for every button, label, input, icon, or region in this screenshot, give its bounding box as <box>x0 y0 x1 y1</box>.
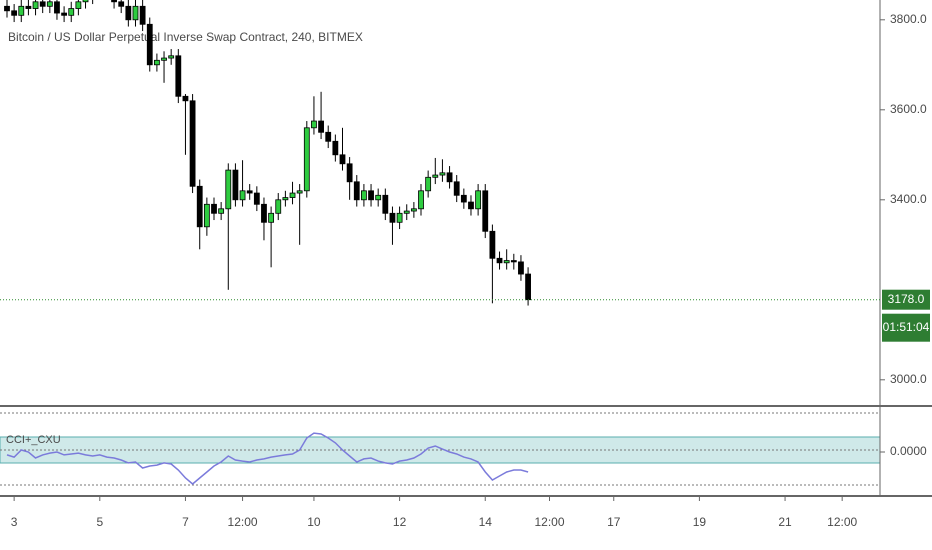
candle-body <box>75 1 82 9</box>
indicator-name: CCI+_CXU <box>6 434 61 446</box>
candle-body <box>25 5 32 9</box>
candle-body <box>61 12 68 16</box>
candle-body <box>11 10 18 16</box>
candle-body <box>232 169 239 201</box>
y-tick-label: 3800.0 <box>890 12 927 26</box>
candle-body <box>289 192 296 198</box>
candle-body <box>111 0 117 3</box>
candle-body <box>339 154 346 165</box>
candle-body <box>432 174 439 178</box>
candle-body <box>382 194 389 214</box>
x-tick-label: 3 <box>11 515 18 529</box>
candle-body <box>196 185 203 228</box>
candle-body <box>182 95 189 102</box>
x-tick-label: 12:00 <box>827 515 857 529</box>
candle-body <box>46 1 53 7</box>
candle-body <box>346 163 353 183</box>
y-tick-label: 3000.0 <box>890 372 927 386</box>
candle-body <box>368 190 374 201</box>
x-tick-label: 17 <box>607 515 621 529</box>
x-tick-label: 12:00 <box>534 515 564 529</box>
x-tick-label: 21 <box>778 515 792 529</box>
candle-body <box>125 5 132 21</box>
candle-body <box>311 120 317 129</box>
x-tick-label: 7 <box>182 515 189 529</box>
candle-body <box>460 194 467 203</box>
candle-body <box>361 190 367 201</box>
candle-body <box>218 208 225 214</box>
candle-body <box>503 260 510 264</box>
candle-body <box>4 5 10 12</box>
candle-body <box>261 203 267 223</box>
candle-body <box>18 5 25 16</box>
countdown-box <box>882 313 930 342</box>
countdown-label: 01:51:04 <box>883 320 930 334</box>
chart-title: Bitcoin / US Dollar Perpetual Inverse Sw… <box>8 30 363 44</box>
candle-body <box>396 212 403 223</box>
candle-body <box>282 197 289 201</box>
candle-body <box>482 190 489 232</box>
candle-body <box>146 23 153 66</box>
candle-body <box>168 55 175 59</box>
candle-body <box>418 190 424 210</box>
candle-body <box>32 1 39 9</box>
candle-body <box>203 203 210 228</box>
candle-body <box>518 261 524 275</box>
candle-body <box>139 5 146 25</box>
x-tick-label: 14 <box>479 515 493 529</box>
candle-body <box>403 210 410 214</box>
candle-body <box>161 57 167 61</box>
candle-body <box>246 190 253 194</box>
candle-body <box>153 59 160 66</box>
candle-body <box>239 190 246 201</box>
x-tick-label: 12:00 <box>228 515 258 529</box>
candle-body <box>332 140 339 156</box>
candle-body <box>82 0 89 3</box>
x-tick-label: 12 <box>393 515 407 529</box>
candle-body <box>39 1 46 7</box>
candle-body <box>325 131 332 142</box>
candle-body <box>54 1 60 14</box>
y-tick-label: 3400.0 <box>890 192 927 206</box>
cci-line <box>6 432 529 485</box>
y-tick-label: 3600.0 <box>890 102 927 116</box>
x-tick-label: 19 <box>693 515 707 529</box>
last-price-label: 3178.0 <box>888 292 925 306</box>
candle-body <box>525 273 531 301</box>
candle-body <box>303 127 310 192</box>
candle-body <box>275 199 282 214</box>
x-tick-label: 5 <box>96 515 103 529</box>
candle-body <box>468 201 474 210</box>
candle-body <box>496 257 503 264</box>
candle-body <box>475 190 482 210</box>
indicator-tick-label: 0.0000 <box>890 444 927 458</box>
candle-body <box>453 181 460 196</box>
candle-body <box>132 5 139 21</box>
candle-body <box>175 55 182 97</box>
candle-body <box>510 260 517 263</box>
candle-body <box>189 100 196 187</box>
x-tick-label: 10 <box>307 515 321 529</box>
candle-body <box>353 181 360 201</box>
candle-body <box>489 230 496 259</box>
candle-body <box>118 1 125 7</box>
candle-body <box>318 120 324 133</box>
candle-body <box>439 172 446 176</box>
candle-body <box>296 190 303 194</box>
candle-body <box>425 176 432 192</box>
candle-body <box>375 194 382 201</box>
candle-body <box>389 212 396 223</box>
candle-body <box>268 212 275 223</box>
candle-body <box>410 208 417 212</box>
candle-body <box>253 192 260 205</box>
candle-body <box>68 8 75 16</box>
candle-body <box>211 203 217 214</box>
last-price-box <box>882 289 930 310</box>
candle-body <box>225 169 232 210</box>
candle-body <box>446 172 453 183</box>
